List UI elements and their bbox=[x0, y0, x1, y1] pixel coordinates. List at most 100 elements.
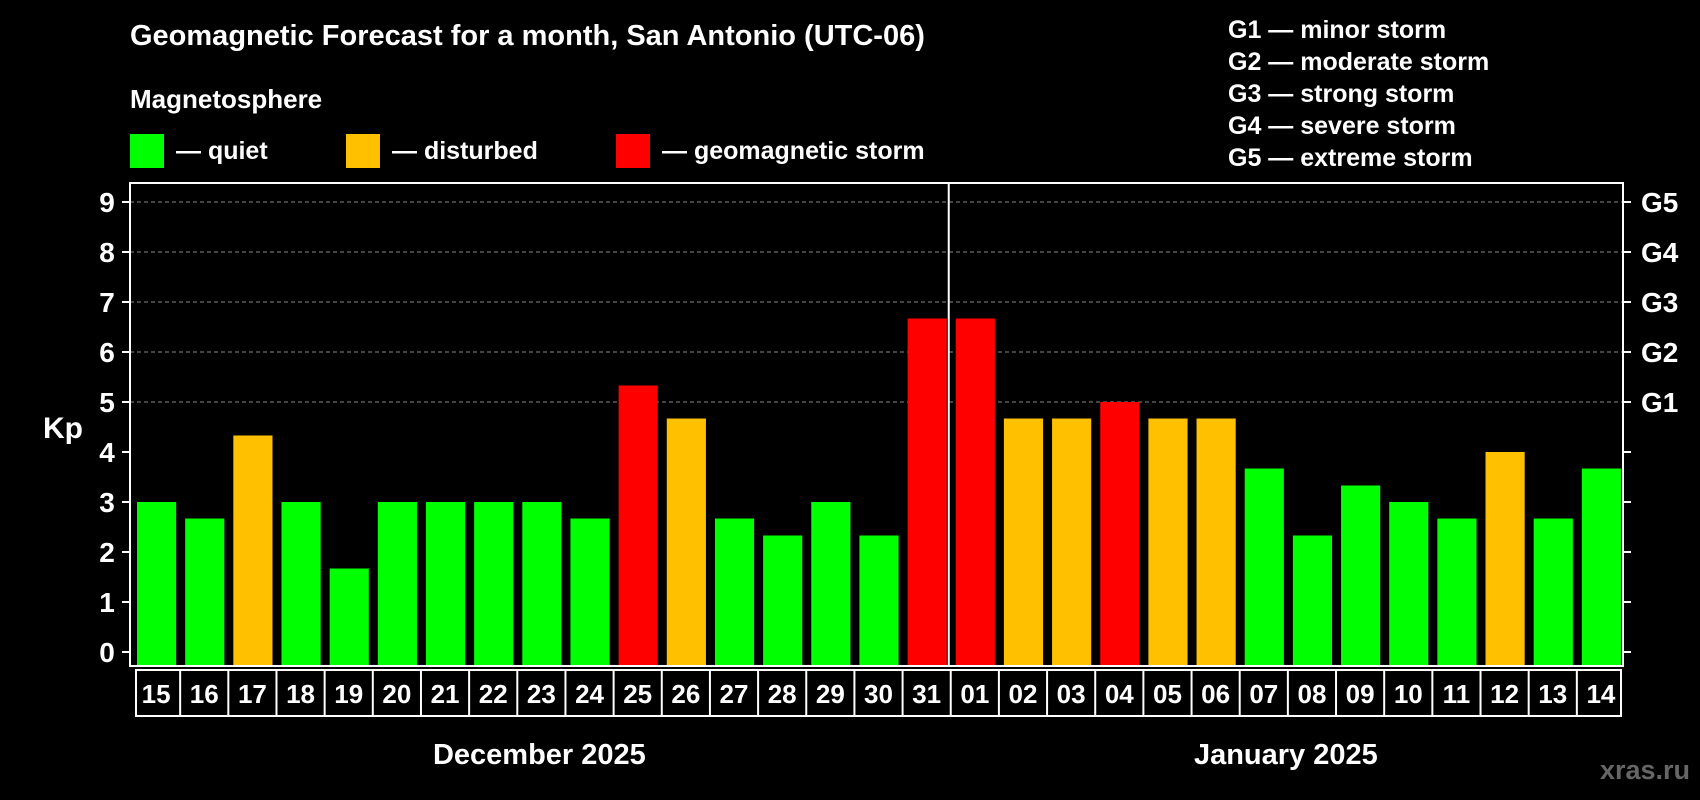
x-tick-label: 13 bbox=[1538, 679, 1567, 709]
x-tick-label: 18 bbox=[286, 679, 315, 709]
legend-quiet: — quiet bbox=[130, 134, 268, 168]
x-tick-label: 27 bbox=[720, 679, 749, 709]
bar-22 bbox=[474, 502, 514, 667]
y-tick-label: 6 bbox=[99, 337, 115, 368]
x-tick-label: 29 bbox=[816, 679, 845, 709]
x-tick-label: 20 bbox=[382, 679, 411, 709]
x-tick-label: 28 bbox=[768, 679, 797, 709]
x-tick-label: 08 bbox=[1297, 679, 1326, 709]
x-tick-label: 04 bbox=[1105, 679, 1134, 709]
bar-29 bbox=[811, 502, 851, 667]
month-label: December 2025 bbox=[433, 739, 646, 771]
watermark: xras.ru bbox=[1599, 755, 1690, 785]
x-tick-label: 19 bbox=[334, 679, 363, 709]
x-tick-label: 15 bbox=[142, 679, 171, 709]
x-tick-label: 10 bbox=[1394, 679, 1423, 709]
x-tick-label: 24 bbox=[575, 679, 604, 709]
y-tick-label: 2 bbox=[99, 537, 115, 568]
bar-07 bbox=[1244, 468, 1284, 667]
bar-08 bbox=[1292, 535, 1333, 667]
x-tick-label: 17 bbox=[238, 679, 267, 709]
bar-12 bbox=[1485, 452, 1525, 667]
x-tick-label: 11 bbox=[1443, 679, 1471, 709]
bar-30 bbox=[859, 535, 899, 667]
bar-25 bbox=[618, 385, 658, 667]
y-tick-label: 3 bbox=[99, 487, 115, 518]
x-tick-label: 25 bbox=[623, 679, 652, 709]
g-scale-item: G5 — extreme storm bbox=[1228, 144, 1473, 172]
bar-16 bbox=[185, 518, 225, 667]
x-tick-label: 23 bbox=[527, 679, 556, 709]
bar-27 bbox=[714, 518, 755, 667]
x-tick-label: 16 bbox=[190, 679, 219, 709]
legend-label-disturbed: — disturbed bbox=[392, 136, 538, 165]
x-tick-label: 05 bbox=[1153, 679, 1182, 709]
y-tick-label: 4 bbox=[99, 437, 115, 468]
legend-storm: — geomagnetic storm bbox=[616, 134, 925, 168]
bar-15 bbox=[137, 502, 177, 667]
category-row bbox=[135, 669, 1622, 717]
bar-11 bbox=[1437, 518, 1477, 667]
x-tick-label: 02 bbox=[1009, 679, 1038, 709]
bar-17 bbox=[233, 435, 273, 667]
bar-31 bbox=[907, 318, 947, 667]
y-tick-label: 7 bbox=[99, 287, 115, 318]
x-tick-label: 31 bbox=[912, 679, 941, 709]
g-level-label: G5 bbox=[1641, 187, 1678, 218]
bar-24 bbox=[570, 518, 610, 667]
bar-03 bbox=[1052, 418, 1092, 667]
x-tick-label: 01 bbox=[960, 679, 989, 709]
chart-title: Geomagnetic Forecast for a month, San An… bbox=[130, 20, 925, 52]
g-level-label: G4 bbox=[1641, 237, 1679, 268]
bar-14 bbox=[1581, 468, 1621, 667]
x-tick-label: 06 bbox=[1201, 679, 1230, 709]
bar-20 bbox=[377, 502, 417, 667]
bar-06 bbox=[1196, 418, 1236, 667]
x-tick-label: 12 bbox=[1490, 679, 1519, 709]
g-level-label: G1 bbox=[1641, 387, 1678, 418]
x-tick-label: 03 bbox=[1057, 679, 1086, 709]
bar-04 bbox=[1100, 402, 1140, 667]
y-axis-label: Kp bbox=[43, 412, 83, 445]
bar-28 bbox=[763, 535, 803, 667]
bar-02 bbox=[1003, 418, 1044, 667]
g-scale-key: G1 — minor storm G2 — moderate storm G3 … bbox=[1228, 14, 1489, 174]
x-tick-label: 26 bbox=[671, 679, 700, 709]
legend-disturbed: — disturbed bbox=[346, 134, 538, 168]
section-label: Magnetosphere bbox=[130, 84, 323, 114]
legend-label-quiet: — quiet bbox=[176, 136, 268, 165]
legend-label-storm: — geomagnetic storm bbox=[662, 136, 925, 165]
bar-19 bbox=[329, 568, 369, 667]
g-scale-item: G2 — moderate storm bbox=[1228, 48, 1490, 76]
bar-21 bbox=[425, 502, 466, 667]
x-tick-label: 07 bbox=[1249, 679, 1278, 709]
g-level-label: G3 bbox=[1641, 287, 1678, 318]
g-scale-item: G4 — severe storm bbox=[1228, 112, 1456, 140]
legend-swatch-storm bbox=[616, 134, 650, 168]
y-tick-label: 9 bbox=[99, 187, 115, 218]
legend-swatch-quiet bbox=[130, 134, 164, 168]
bar-05 bbox=[1148, 418, 1188, 667]
plot-frame bbox=[129, 182, 1624, 667]
bar-10 bbox=[1389, 502, 1429, 667]
x-tick-label: 09 bbox=[1346, 679, 1375, 709]
g-level-label: G2 bbox=[1641, 337, 1678, 368]
y-tick-label: 8 bbox=[99, 237, 115, 268]
bar-23 bbox=[522, 502, 562, 667]
bar-01 bbox=[955, 318, 995, 667]
x-tick-label: 30 bbox=[864, 679, 893, 709]
bar-13 bbox=[1533, 518, 1573, 667]
bar-26 bbox=[666, 418, 706, 667]
bar-18 bbox=[281, 502, 321, 667]
x-tick-label: 21 bbox=[431, 679, 460, 709]
y-tick-label: 5 bbox=[99, 387, 115, 418]
legend-swatch-disturbed bbox=[346, 134, 380, 168]
x-tick-label: 14 bbox=[1586, 679, 1615, 709]
bar-09 bbox=[1341, 485, 1381, 667]
g-scale-item: G1 — minor storm bbox=[1228, 16, 1447, 44]
g-scale-item: G3 — strong storm bbox=[1228, 80, 1455, 108]
x-tick-label: 22 bbox=[479, 679, 508, 709]
y-tick-label: 1 bbox=[99, 587, 115, 618]
y-tick-label: 0 bbox=[99, 637, 115, 668]
